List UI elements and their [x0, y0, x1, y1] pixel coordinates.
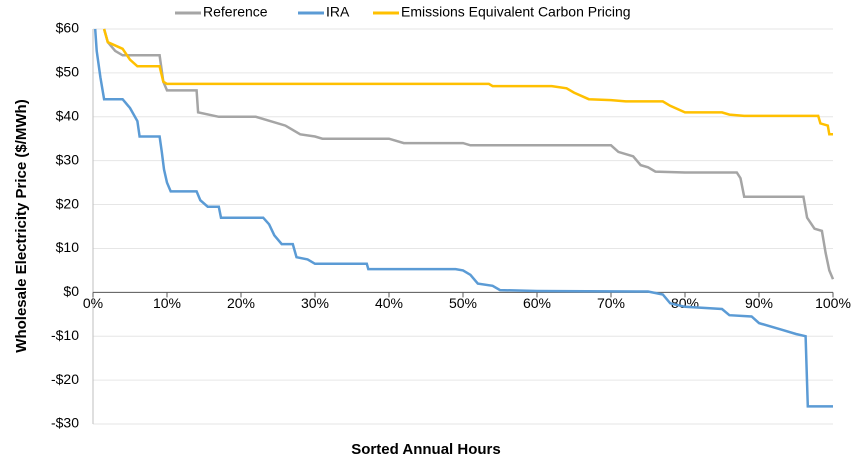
x-tick-label: 70%: [597, 295, 625, 311]
legend-label: IRA: [326, 4, 350, 20]
x-tick-label: 80%: [671, 295, 699, 311]
y-tick-label: -$10: [51, 327, 79, 343]
y-tick-label: $30: [56, 151, 80, 167]
legend-label: Emissions Equivalent Carbon Pricing: [401, 4, 631, 20]
x-tick-label: 10%: [153, 295, 181, 311]
x-tick-label: 30%: [301, 295, 329, 311]
y-tick-label: $40: [56, 107, 80, 123]
y-tick-label: $10: [56, 239, 80, 255]
y-tick-label: $60: [56, 20, 80, 36]
legend-label: Reference: [203, 4, 268, 20]
x-tick-label: 0%: [83, 295, 103, 311]
y-tick-label: $0: [63, 283, 79, 299]
x-tick-label: 20%: [227, 295, 255, 311]
x-tick-label: 50%: [449, 295, 477, 311]
y-tick-label: -$30: [51, 415, 79, 431]
y-tick-label: -$20: [51, 371, 79, 387]
x-tick-label: 60%: [523, 295, 551, 311]
line-series: [102, 28, 833, 136]
line-series: [102, 28, 835, 280]
y-axis-label: Wholesale Electricity Price ($/MWh): [13, 99, 30, 352]
x-axis-label: Sorted Annual Hours: [351, 441, 500, 458]
x-tick-label: 100%: [815, 295, 851, 311]
x-tick-label: 90%: [745, 295, 773, 311]
y-tick-label: $50: [56, 64, 80, 80]
y-tick-label: $20: [56, 195, 80, 211]
x-tick-label: 40%: [375, 295, 403, 311]
line-series: [93, 28, 833, 408]
